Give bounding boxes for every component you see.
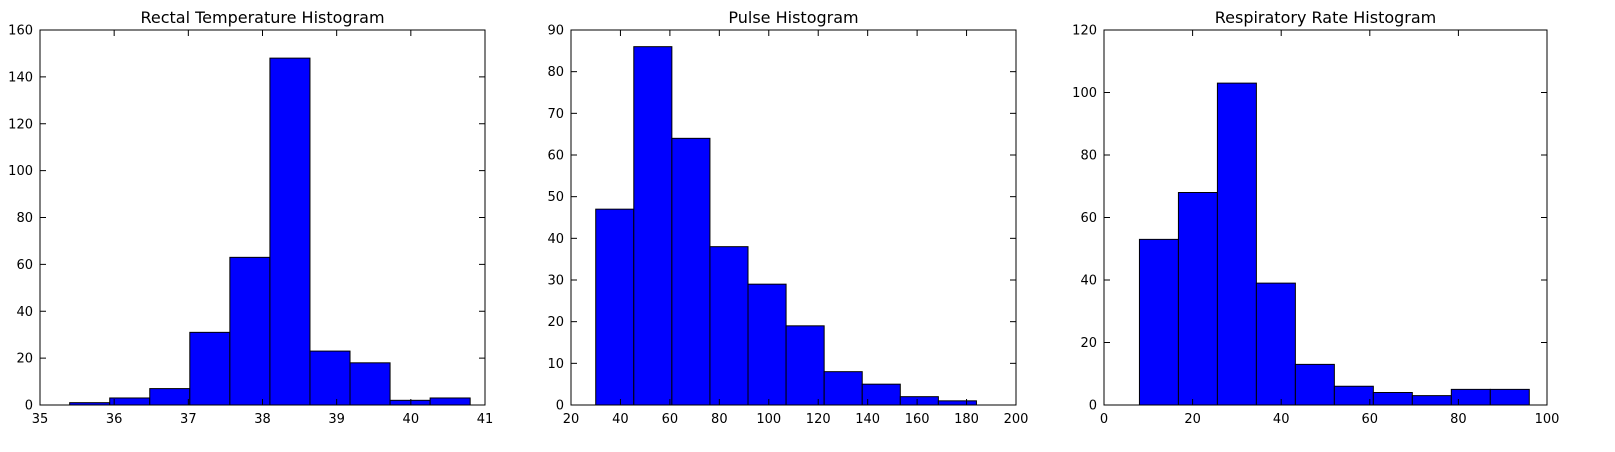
y-tick-label: 20 <box>547 315 564 330</box>
y-tick-label: 70 <box>547 107 564 122</box>
x-tick-label: 38 <box>254 412 271 427</box>
x-tick-label: 41 <box>477 412 494 427</box>
y-tick-label: 0 <box>25 399 33 414</box>
x-tick-label: 200 <box>1004 412 1029 427</box>
x-tick-label: 20 <box>563 412 580 427</box>
chart-title: Pulse Histogram <box>728 8 858 27</box>
y-tick-label: 80 <box>547 65 564 80</box>
y-tick-label: 40 <box>16 305 33 320</box>
x-tick-label: 160 <box>905 412 930 427</box>
x-tick-label: 140 <box>855 412 880 427</box>
y-tick-label: 100 <box>8 164 33 179</box>
x-tick-label: 80 <box>711 412 728 427</box>
y-tick-label: 80 <box>16 211 33 226</box>
y-tick-label: 20 <box>16 352 33 367</box>
y-tick-label: 120 <box>8 117 33 132</box>
x-tick-label: 100 <box>756 412 781 427</box>
histogram-bar <box>785 325 825 406</box>
histogram-bar <box>671 137 711 406</box>
x-tick-label: 60 <box>1362 412 1379 427</box>
y-tick-label: 160 <box>8 24 33 39</box>
y-tick-label: 100 <box>1072 86 1097 101</box>
x-tick-label: 39 <box>328 412 345 427</box>
chart-title: Respiratory Rate Histogram <box>1215 8 1437 27</box>
histogram-bar <box>269 57 311 406</box>
histogram-bar <box>1333 385 1374 406</box>
y-tick-label: 50 <box>547 190 564 205</box>
y-tick-label: 10 <box>547 357 564 372</box>
y-tick-label: 60 <box>16 258 33 273</box>
y-tick-label: 60 <box>547 149 564 164</box>
histogram-bar <box>109 397 151 406</box>
y-tick-label: 0 <box>556 399 564 414</box>
x-tick-label: 120 <box>806 412 831 427</box>
x-tick-label: 20 <box>1184 412 1201 427</box>
x-tick-label: 40 <box>612 412 629 427</box>
histogram-bar <box>595 208 635 406</box>
y-tick-label: 90 <box>547 24 564 39</box>
histogram-bar <box>1255 282 1296 406</box>
x-tick-label: 35 <box>32 412 49 427</box>
x-tick-label: 36 <box>106 412 123 427</box>
rectal-temperature-histogram: Rectal Temperature Histogram 35 36 37 38 39 4… <box>8 8 493 427</box>
histogram-bar <box>937 400 977 406</box>
histogram-bar <box>349 362 391 406</box>
histogram-bar <box>189 331 231 406</box>
x-tick-label: 37 <box>180 412 197 427</box>
x-tick-label: 40 <box>403 412 420 427</box>
x-tick-label: 0 <box>1100 412 1108 427</box>
histogram-bar <box>633 46 673 406</box>
y-tick-label: 120 <box>1072 24 1097 39</box>
y-tick-label: 0 <box>1089 399 1097 414</box>
histogram-bar <box>1177 192 1218 406</box>
y-tick-label: 30 <box>547 274 564 289</box>
histogram-bar <box>823 371 863 406</box>
histogram-bar <box>1216 82 1257 406</box>
y-tick-label: 40 <box>1080 274 1097 289</box>
x-tick-label: 100 <box>1535 412 1560 427</box>
x-tick-label: 180 <box>954 412 979 427</box>
y-tick-label: 140 <box>8 70 33 85</box>
histogram-bar <box>709 246 749 406</box>
x-tick-label: 40 <box>1273 412 1290 427</box>
histogram-bar <box>1489 388 1530 406</box>
histogram-bar <box>747 283 787 406</box>
x-tick-label: 80 <box>1450 412 1467 427</box>
histogram-bar <box>309 350 351 406</box>
y-tick-label: 40 <box>547 232 564 247</box>
axes-frame <box>570 29 1017 406</box>
y-tick-label: 20 <box>1080 336 1097 351</box>
histogram-bar <box>429 397 471 406</box>
pulse-histogram: Pulse Histogram 20 40 60 80 100 120 140 160 180 2… <box>547 8 1028 427</box>
chart-title: Rectal Temperature Histogram <box>140 8 384 27</box>
histogram-bar <box>1138 238 1179 406</box>
histogram-bar <box>149 388 191 406</box>
y-tick-label: 60 <box>1080 211 1097 226</box>
y-tick-label: 80 <box>1080 149 1097 164</box>
respiratory-rate-histogram: Respiratory Rate Histogram 0 20 40 60 80 100 0… <box>1072 8 1559 427</box>
histogram-bar <box>1372 392 1413 406</box>
histogram-bar <box>229 256 271 406</box>
histogram-bar <box>1411 395 1452 406</box>
x-tick-label: 60 <box>662 412 679 427</box>
histogram-bar <box>1450 388 1491 406</box>
histogram-bar <box>1294 363 1335 406</box>
histogram-bar <box>899 396 939 406</box>
histogram-bar <box>389 399 431 406</box>
